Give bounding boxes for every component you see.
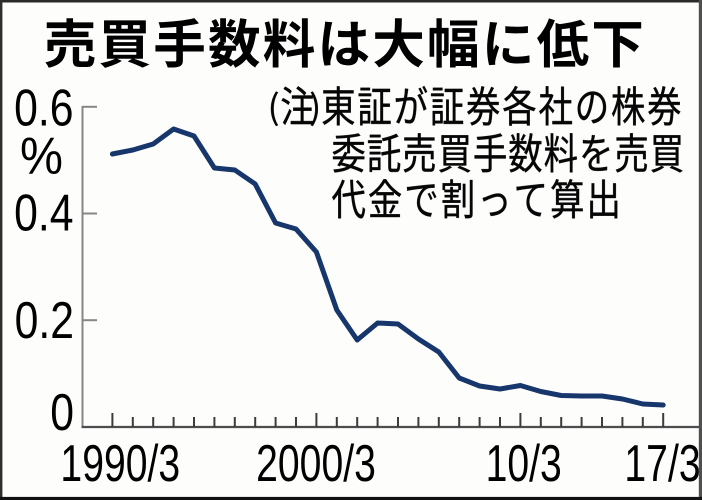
- svg-text:10/3: 10/3: [486, 433, 562, 492]
- svg-text:0.4: 0.4: [14, 185, 73, 243]
- svg-text:0: 0: [50, 384, 74, 442]
- svg-text:0.2: 0.2: [15, 292, 74, 350]
- svg-text:17/3: 17/3: [624, 433, 700, 492]
- svg-text:1990/3: 1990/3: [60, 433, 180, 492]
- svg-text:2000/3: 2000/3: [256, 433, 376, 492]
- svg-text:0.6: 0.6: [14, 80, 73, 138]
- svg-text:%: %: [20, 127, 63, 185]
